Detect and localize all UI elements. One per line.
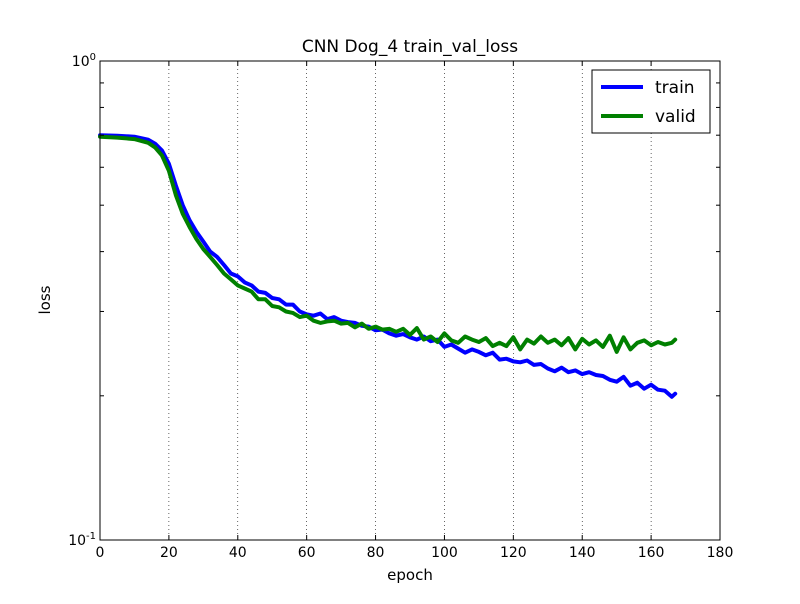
- x-tick-label: 80: [367, 545, 385, 561]
- x-tick-label: 140: [569, 545, 596, 561]
- y-tick-label: 100: [72, 52, 96, 70]
- legend: train valid: [591, 69, 711, 134]
- x-tick-label: 60: [298, 545, 316, 561]
- legend-box: [591, 69, 711, 134]
- plot-frame: [99, 60, 721, 541]
- x-tick-label: 180: [707, 545, 734, 561]
- legend-label-train: train: [655, 78, 695, 98]
- x-axis-ticks: 0 20 40 60 80 100 120 140 160 180: [96, 61, 734, 561]
- x-tick-label: 0: [96, 545, 105, 561]
- x-tick-label: 40: [229, 545, 247, 561]
- chart-title: CNN Dog_4 train_val_loss: [302, 37, 518, 57]
- y-tick-label: 10-1: [68, 531, 96, 549]
- y-axis-ticks: 100 10-1: [68, 52, 720, 549]
- x-tick-label: 120: [500, 545, 527, 561]
- plot-area-border: [99, 60, 721, 541]
- x-axis-label: epoch: [387, 566, 433, 584]
- x-tick-label: 160: [638, 545, 665, 561]
- plot-lines: [98, 133, 678, 399]
- legend-label-valid: valid: [655, 107, 696, 127]
- series-line-train: [98, 133, 678, 399]
- y-axis-label: loss: [36, 285, 54, 314]
- x-tick-label: 100: [431, 545, 458, 561]
- x-tick-label: 20: [160, 545, 178, 561]
- series-line-valid: [98, 134, 678, 354]
